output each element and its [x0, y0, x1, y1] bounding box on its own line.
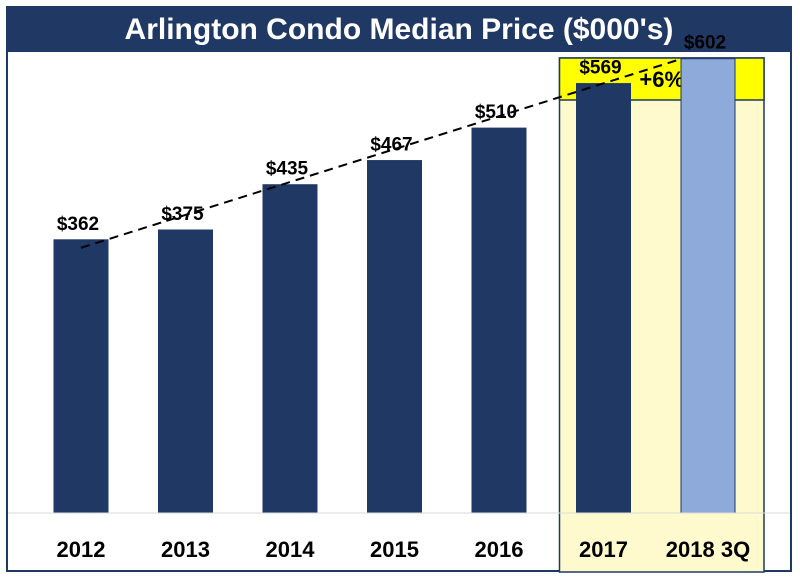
bars-group: [53, 58, 736, 514]
data-label: $435: [266, 159, 309, 180]
data-label: $569: [579, 58, 621, 79]
x-tick-label: 2018 3Q: [666, 537, 750, 562]
x-tick-label: 2014: [266, 537, 316, 562]
bar-2018-3q: [680, 58, 736, 514]
x-tick-label: 2013: [161, 537, 210, 562]
highlight-badge-label: +6%: [639, 67, 684, 92]
data-labels-group: $362 $375 $435 $467 $510 $569 $602: [57, 33, 726, 235]
data-label: $510: [475, 102, 517, 123]
x-tick-label: 2017: [579, 537, 628, 562]
trendline: [80, 57, 683, 249]
bar-2015: [367, 160, 422, 514]
chart-title: Arlington Condo Median Price ($000's): [8, 8, 790, 52]
x-tick-labels-group: 2012 2013 2014 2015 2016 2017 2018 3Q: [57, 537, 751, 562]
data-label: $375: [161, 204, 204, 225]
x-tick-label: 2012: [57, 537, 106, 562]
x-tick-label: 2016: [475, 537, 524, 562]
data-label: $362: [57, 214, 99, 235]
bar-2014: [262, 184, 318, 514]
bar-2012: [53, 239, 109, 514]
data-label: $467: [370, 135, 412, 156]
x-tick-label: 2015: [370, 537, 419, 562]
bar-2016: [471, 127, 527, 514]
bar-2013: [158, 229, 213, 514]
data-label: $602: [684, 33, 726, 54]
bar-2017: [576, 83, 631, 514]
